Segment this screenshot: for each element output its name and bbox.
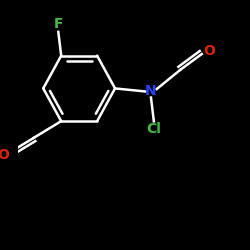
Text: O: O (203, 44, 215, 58)
Text: Cl: Cl (146, 122, 161, 136)
Text: O: O (0, 148, 10, 162)
Text: N: N (145, 84, 157, 98)
Text: F: F (54, 17, 63, 31)
